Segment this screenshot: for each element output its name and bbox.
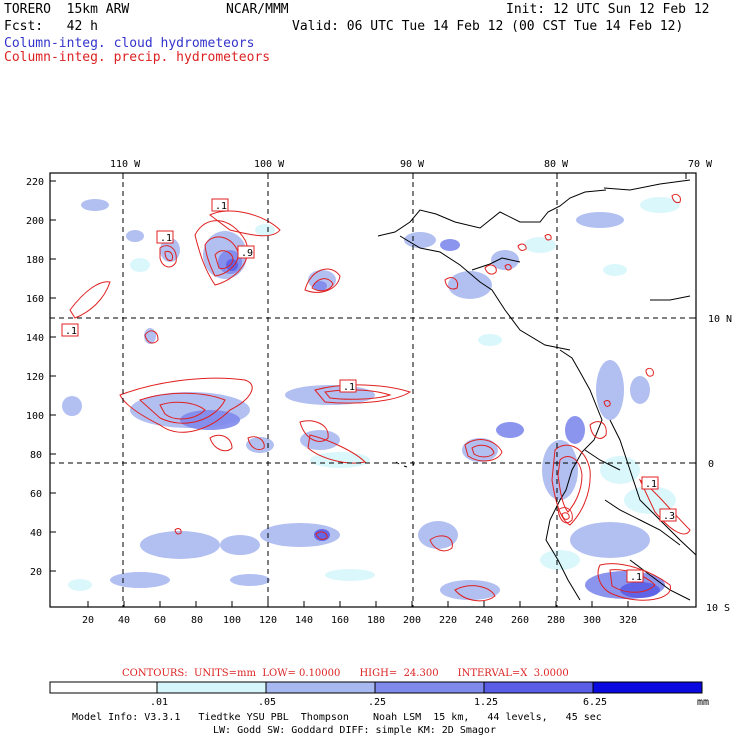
contour-label: .1 bbox=[630, 572, 642, 583]
color-bar-label: 1.25 bbox=[474, 697, 499, 708]
map-frame bbox=[49, 172, 697, 608]
lat-label: 0 bbox=[708, 459, 714, 470]
y-tick-label: 20 bbox=[30, 567, 42, 578]
lat-labels: 10 N 0 10 S bbox=[706, 314, 732, 614]
x-tick-label: 300 bbox=[583, 615, 601, 626]
y-tick-label: 180 bbox=[26, 255, 44, 266]
lon-label: 70 W bbox=[688, 159, 713, 170]
field1-title: Column-integ. cloud hydrometeors bbox=[4, 36, 255, 51]
color-bar-bin bbox=[156, 681, 267, 694]
x-tick-label: 160 bbox=[331, 615, 349, 626]
init-time: Init: 12 UTC Sun 12 Feb 12 bbox=[506, 2, 710, 17]
y-tick-label: 40 bbox=[30, 528, 42, 539]
color-bar-label: 6.25 bbox=[583, 697, 608, 708]
color-bar-label: .25 bbox=[368, 697, 387, 708]
model-info: Model Info: V3.3.1 Tiedtke YSU PBL Thomp… bbox=[72, 712, 602, 723]
physics-info: LW: Godd SW: Goddard DIFF: simple KM: 2D… bbox=[213, 725, 496, 736]
contour-label: .3 bbox=[663, 511, 675, 522]
y-tick-label: 140 bbox=[26, 333, 44, 344]
field2-title: Column-integ. precip. hydrometeors bbox=[4, 50, 271, 65]
y-tick-label: 120 bbox=[26, 372, 44, 383]
x-tick-label: 260 bbox=[511, 615, 529, 626]
contour-legend: CONTOURS: UNITS=mm LOW= 0.10000 HIGH= 24… bbox=[122, 668, 569, 679]
lon-label: 80 W bbox=[544, 159, 569, 170]
lat-lon-grid bbox=[50, 173, 696, 607]
color-bar-bin bbox=[265, 681, 376, 694]
x-tick-label: 180 bbox=[367, 615, 385, 626]
color-bar-label: .05 bbox=[258, 697, 277, 708]
y-tick-label: 60 bbox=[30, 489, 42, 500]
lat-label: 10 S bbox=[706, 603, 730, 614]
precip-contours bbox=[69, 193, 691, 602]
x-tick-label: 100 bbox=[223, 615, 241, 626]
x-tick-labels: 20 40 60 80 100 120 140 160 180 200 220 … bbox=[82, 615, 637, 626]
x-tick-label: 60 bbox=[154, 615, 166, 626]
lon-label: 110 W bbox=[110, 159, 141, 170]
contour-label: .9 bbox=[241, 248, 253, 259]
contour-label: .1 bbox=[160, 233, 172, 244]
contour-label: .1 bbox=[65, 326, 77, 337]
color-bar-bin bbox=[483, 681, 594, 694]
x-tick-label: 80 bbox=[191, 615, 203, 626]
contour-label: .1 bbox=[645, 479, 657, 490]
color-bar-bin bbox=[49, 681, 158, 694]
model-title: TORERO 15km ARW bbox=[4, 2, 130, 17]
contour-label: .1 bbox=[215, 201, 227, 212]
lat-label: 10 N bbox=[708, 314, 732, 325]
x-tick-label: 280 bbox=[547, 615, 565, 626]
y-tick-labels: 220 200 180 160 140 120 100 80 60 40 20 bbox=[26, 177, 44, 578]
y-tick-label: 220 bbox=[26, 177, 44, 188]
color-bar-bin bbox=[374, 681, 485, 694]
lon-label: 100 W bbox=[254, 159, 285, 170]
x-tick-label: 20 bbox=[82, 615, 94, 626]
y-tick-label: 200 bbox=[26, 216, 44, 227]
color-bar bbox=[49, 681, 703, 694]
x-tick-label: 220 bbox=[439, 615, 457, 626]
x-tick-label: 120 bbox=[259, 615, 277, 626]
x-tick-label: 40 bbox=[118, 615, 130, 626]
color-bar-units: mm bbox=[697, 697, 710, 708]
color-bar-bin bbox=[592, 681, 703, 694]
x-tick-label: 200 bbox=[403, 615, 421, 626]
y-tick-label: 100 bbox=[26, 411, 44, 422]
forecast-hour: Fcst: 42 h bbox=[4, 19, 98, 34]
valid-time: Valid: 06 UTC Tue 14 Feb 12 (00 CST Tue … bbox=[292, 19, 684, 34]
x-tick-label: 240 bbox=[475, 615, 493, 626]
center-name: NCAR/MMM bbox=[226, 2, 289, 17]
x-tick-label: 320 bbox=[619, 615, 637, 626]
color-bar-label: .01 bbox=[150, 697, 169, 708]
lon-labels: 110 W 100 W 90 W 80 W 70 W bbox=[110, 159, 713, 170]
contour-labels: .1 .1 .9 .1 .1 .1 .1 .3 .1 bbox=[61, 198, 677, 583]
lon-label: 90 W bbox=[400, 159, 425, 170]
axis-ticks bbox=[50, 173, 696, 608]
y-tick-label: 160 bbox=[26, 294, 44, 305]
contour-label: .1 bbox=[343, 382, 355, 393]
x-tick-label: 140 bbox=[295, 615, 313, 626]
y-tick-label: 80 bbox=[30, 450, 42, 461]
